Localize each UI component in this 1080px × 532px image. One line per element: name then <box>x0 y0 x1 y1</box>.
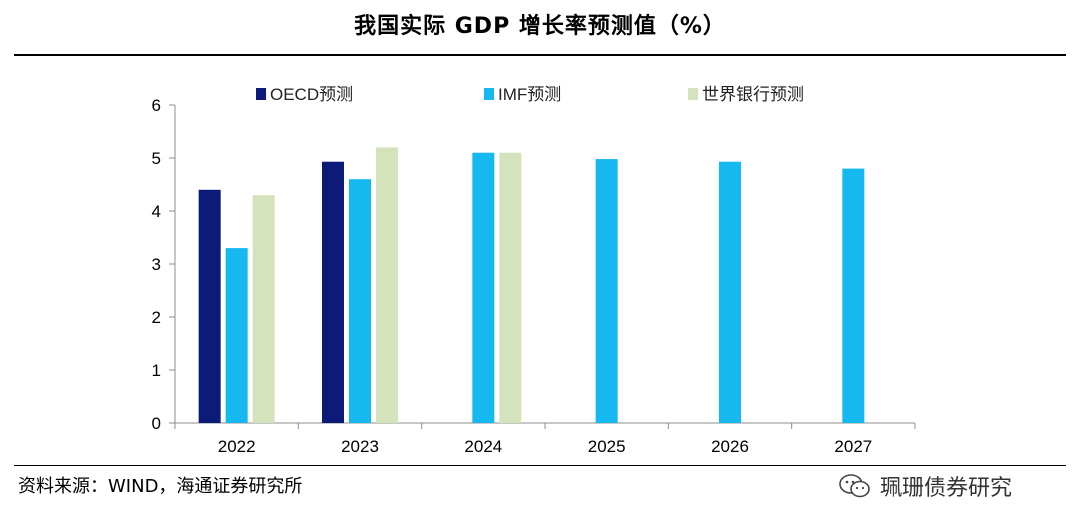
x-axis: 2022 2023 2024 2025 2026 2027 <box>174 422 916 456</box>
legend-swatch <box>484 88 494 100</box>
legend-label: IMF预测 <box>498 85 561 104</box>
bar-2027-series-1 <box>842 168 865 423</box>
y-tick-label: 6 <box>152 96 161 115</box>
wechat-icon <box>839 474 870 498</box>
watermark-text: 珮珊债券研究 <box>880 476 1013 501</box>
legend-swatch <box>256 88 266 100</box>
x-tick-label: 2024 <box>464 437 502 456</box>
chart-title: 我国实际 GDP 增长率预测值（%） <box>354 14 726 39</box>
legend-item-0: OECD预测 <box>256 85 353 104</box>
bar-2026-series-1 <box>719 161 741 423</box>
legend-label: OECD预测 <box>270 85 353 104</box>
bar-group <box>198 147 865 423</box>
bar-2024-series-1 <box>472 152 495 423</box>
bar-2022-series-2 <box>252 195 275 423</box>
legend-label: 世界银行预测 <box>702 85 804 104</box>
bar-2024-series-2 <box>499 152 522 423</box>
y-tick-label: 0 <box>152 414 161 433</box>
title-divider <box>14 54 1066 56</box>
bar-2023-series-1 <box>349 179 371 423</box>
x-tick-label: 2025 <box>588 437 626 456</box>
y-tick-label: 3 <box>152 255 161 274</box>
y-tick-label: 4 <box>152 202 161 221</box>
chart-legend: OECD预测 IMF预测 世界银行预测 <box>256 85 804 104</box>
x-tick-label: 2026 <box>711 437 749 456</box>
legend-item-2: 世界银行预测 <box>688 85 804 104</box>
x-tick-label: 2023 <box>341 437 379 456</box>
bar-2022-series-1 <box>225 248 248 423</box>
y-axis: 0 1 2 3 4 5 6 <box>152 96 176 433</box>
legend-swatch <box>688 88 698 100</box>
legend-item-1: IMF预测 <box>484 85 561 104</box>
x-tick-label: 2022 <box>218 437 256 456</box>
x-tick-label: 2027 <box>834 437 872 456</box>
bar-2025-series-1 <box>595 159 618 423</box>
y-tick-label: 5 <box>152 149 161 168</box>
watermark: 珮珊债券研究 <box>838 470 1012 502</box>
bar-2022-series-0 <box>198 189 221 423</box>
bar-2023-series-0 <box>322 161 344 423</box>
footer-divider <box>14 465 1066 466</box>
source-note: 资料来源：WIND，海通证券研究所 <box>18 476 303 497</box>
y-tick-label: 1 <box>152 361 161 380</box>
y-tick-label: 2 <box>152 308 161 327</box>
bar-2023-series-2 <box>376 147 398 423</box>
